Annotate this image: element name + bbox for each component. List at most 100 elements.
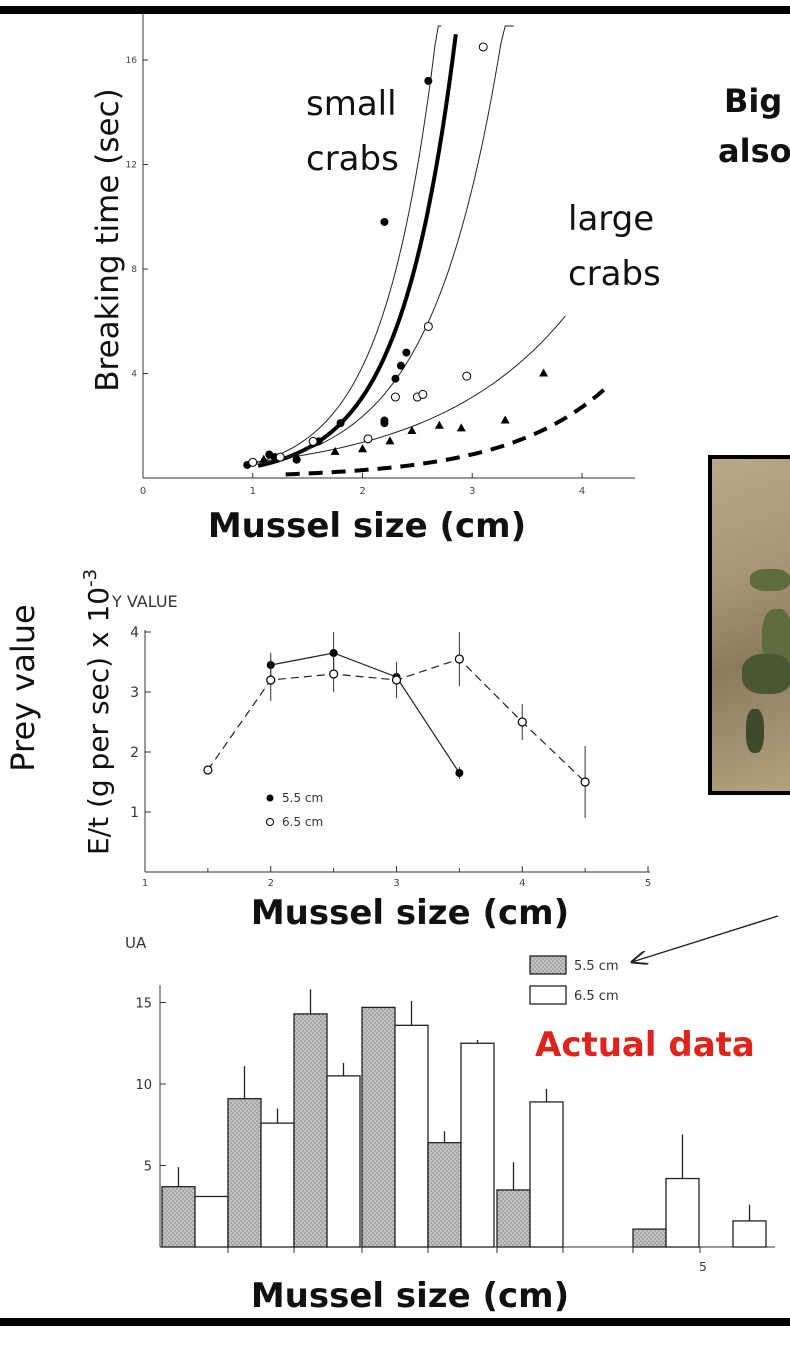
actual-data-annotation: Actual data xyxy=(535,1025,755,1065)
p1-x-axis-label: Mussel size (cm) xyxy=(208,506,526,546)
p3-legend-swatch xyxy=(529,985,567,1005)
p2-x-tick-label: 3 xyxy=(393,878,399,889)
p1-point-triangle xyxy=(358,444,367,453)
p2-legend-label: 5.5 cm xyxy=(282,791,323,805)
p3-y-tick-label: 10 xyxy=(135,1078,152,1093)
crab-body-icon xyxy=(742,654,790,694)
p1-point-filled xyxy=(380,217,389,226)
p1-point-filled xyxy=(402,348,411,357)
p1-fitted-curves xyxy=(247,25,606,477)
p3-bar-shaded xyxy=(427,1142,462,1248)
p3-ticks: 5 10 15 5 xyxy=(135,997,706,1275)
p1-point-open xyxy=(462,371,472,381)
p1-point-open xyxy=(418,389,428,399)
p3-bar-shaded xyxy=(361,1006,396,1248)
p1-point-open xyxy=(390,392,400,402)
p3-bar-open xyxy=(460,1042,495,1248)
crab-leg2-icon xyxy=(746,709,764,753)
p3-bar-open xyxy=(529,1101,564,1248)
p1-y-tick-label: 4 xyxy=(131,370,137,380)
p2-line-55cm xyxy=(270,652,460,774)
p1-point-open xyxy=(275,452,285,462)
p3-bar-shaded xyxy=(632,1228,667,1248)
p1-point-triangle xyxy=(434,420,444,429)
large-crabs-annotation: large crabs xyxy=(568,199,665,294)
p2-y-tick-label: 1 xyxy=(130,805,139,821)
p2-x-tick-label: 1 xyxy=(142,878,148,889)
p2-point-open xyxy=(203,765,213,775)
crab-claw-icon xyxy=(750,569,790,591)
p1-point-triangle xyxy=(330,446,340,455)
p1-data-points xyxy=(243,42,549,469)
p1-x-tick-label: 1 xyxy=(250,486,256,497)
p1-y-tick-label: 12 xyxy=(126,161,137,171)
top-border xyxy=(0,6,790,14)
p2-legend-label: 6.5 cm xyxy=(282,815,323,829)
bottom-border xyxy=(0,1318,790,1326)
p3-legend-label: 6.5 cm xyxy=(574,989,619,1004)
p2-legend-marker xyxy=(266,794,274,802)
p2-y-axis-label: E/t (g per sec) x 10-3 xyxy=(80,569,115,855)
slide-text-line2: also xyxy=(718,132,790,170)
p2-side-label: Prey value xyxy=(4,604,42,771)
p1-x-tick-label: 3 xyxy=(469,486,475,497)
p3-bar-shaded xyxy=(161,1186,196,1248)
p1-point-filled xyxy=(336,419,345,428)
p1-point-open xyxy=(423,321,433,331)
p1-x-tick-label: 2 xyxy=(359,486,365,497)
p1-point-open xyxy=(363,434,373,444)
p2-point-open xyxy=(517,717,527,727)
p2-y-tick-label: 3 xyxy=(130,685,139,701)
p3-y-axis-label: UA xyxy=(125,934,147,952)
p3-bar-shaded xyxy=(496,1189,531,1248)
p2-ticks: 1 2 3 4 5 1 2 3 4 xyxy=(130,625,651,889)
p1-point-triangle xyxy=(259,454,269,463)
p1-x-tick-label: 4 xyxy=(579,486,585,497)
prey-value-chart: 1 2 3 4 5 1 2 3 4 5.5 cm 6.5 cm Y VALUE Prey valu… xyxy=(4,569,651,933)
p1-point-filled xyxy=(380,419,389,428)
p2-point-filled xyxy=(455,769,464,777)
p3-bar-shaded xyxy=(293,1013,328,1248)
p3-y-tick-label: 15 xyxy=(135,997,152,1012)
legend-arrow xyxy=(632,915,779,962)
p3-legend: 5.5 cm 6.5 cm xyxy=(529,955,619,1005)
p2-y-tick-label: 2 xyxy=(130,745,139,761)
p2-x-tick-label: 5 xyxy=(645,878,651,889)
p1-point-filled xyxy=(424,76,433,85)
p1-point-triangle xyxy=(500,415,510,424)
crab-photo xyxy=(708,455,790,795)
p3-bar-open xyxy=(665,1177,700,1248)
p3-y-tick-label: 5 xyxy=(144,1160,152,1175)
p2-y-axis-label-text: E/t (g per sec) x 10 xyxy=(82,587,115,855)
slide-text-line1: Big xyxy=(724,82,782,120)
p1-point-open xyxy=(248,457,258,467)
small-crabs-annotation: small crabs xyxy=(306,84,407,179)
p1-x-tick-label: 0 xyxy=(140,486,146,497)
p2-point-filled xyxy=(329,649,338,657)
p1-point-triangle xyxy=(456,423,466,432)
p2-point-open xyxy=(329,669,339,679)
p1-y-tick-label: 8 xyxy=(131,265,137,275)
p2-legend: 5.5 cm 6.5 cm xyxy=(266,791,323,829)
p2-title: Y VALUE xyxy=(111,592,178,611)
p2-legend-marker xyxy=(266,818,274,826)
p3-bar-open xyxy=(732,1220,767,1248)
p2-point-open xyxy=(454,654,464,664)
p1-point-filled xyxy=(396,361,405,370)
p1-point-triangle xyxy=(292,452,302,461)
p3-bar-open xyxy=(394,1024,429,1248)
p3-legend-swatch xyxy=(529,955,567,975)
p2-y-tick-label: 4 xyxy=(130,625,139,641)
ua-bar-chart: 5 10 15 5 5.5 cm 6.5 cm UA Actual data Musse… xyxy=(125,915,779,1316)
p3-bar-open xyxy=(194,1195,229,1248)
p1-point-triangle xyxy=(385,436,395,445)
p1-point-filled xyxy=(391,374,400,383)
p2-point-open xyxy=(391,675,402,685)
p1-point-triangle xyxy=(407,425,417,434)
p3-x-axis-label: Mussel size (cm) xyxy=(251,1276,569,1316)
p3-x-tick-label: 5 xyxy=(699,1260,707,1274)
p2-x-tick-label: 4 xyxy=(519,878,525,889)
